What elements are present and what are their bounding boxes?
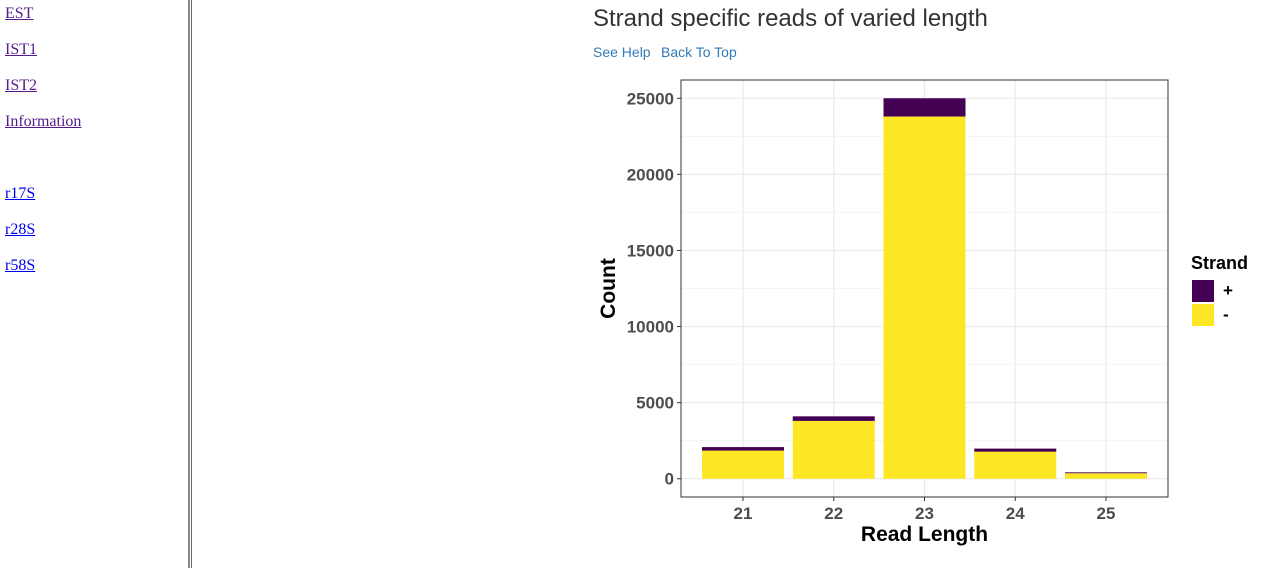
sidebar-link-ist1[interactable]: IST1: [5, 41, 37, 58]
bar-21-plus: [702, 447, 784, 451]
y-axis-title: Count: [597, 258, 620, 319]
see-help-link[interactable]: See Help: [593, 44, 651, 60]
page-title: Strand specific reads of varied length: [593, 5, 988, 32]
legend-key-minus: [1192, 304, 1214, 326]
x-axis-title: Read Length: [861, 523, 988, 546]
legend-key-plus: [1192, 280, 1214, 302]
back-to-top-link[interactable]: Back To Top: [661, 44, 737, 60]
bar-22-plus: [792, 416, 875, 421]
bar-24-minus: [974, 451, 1057, 479]
y-tick-label: 5000: [636, 394, 674, 413]
x-tick-label: 22: [824, 504, 843, 523]
frame-divider[interactable]: [188, 0, 192, 568]
bar-24-plus: [974, 448, 1057, 452]
legend-label-plus: +: [1223, 281, 1233, 300]
sidebar-link-ist2[interactable]: IST2: [5, 77, 37, 94]
x-tick-label: 25: [1097, 504, 1116, 523]
y-tick-label: 15000: [627, 241, 674, 260]
x-tick-label: 23: [915, 504, 934, 523]
sidebar-link-information[interactable]: Information: [5, 113, 82, 130]
bar-25-plus: [1065, 472, 1147, 474]
legend-label-minus: -: [1223, 305, 1229, 324]
bar-25-minus: [1065, 473, 1147, 479]
y-tick-label: 10000: [627, 318, 674, 337]
sidebar-link-est[interactable]: EST: [5, 5, 34, 22]
bar-23-minus: [883, 116, 966, 479]
sidebar-link-r28s[interactable]: r28S: [5, 221, 36, 238]
legend-title: Strand: [1191, 253, 1248, 273]
x-tick-label: 21: [734, 504, 753, 523]
sidebar-link-r17s[interactable]: r17S: [5, 185, 36, 202]
bar-21-minus: [702, 450, 784, 479]
y-tick-label: 20000: [627, 165, 674, 184]
sidebar-nav: EST IST1 IST2 Information r17S r28S r58S: [0, 0, 188, 568]
x-tick-label: 24: [1006, 504, 1025, 523]
y-tick-label: 25000: [627, 89, 674, 108]
bar-23-plus: [883, 98, 966, 117]
bar-22-minus: [792, 420, 875, 479]
y-tick-label: 0: [665, 470, 674, 489]
sidebar-link-r58s[interactable]: r58S: [5, 257, 36, 274]
